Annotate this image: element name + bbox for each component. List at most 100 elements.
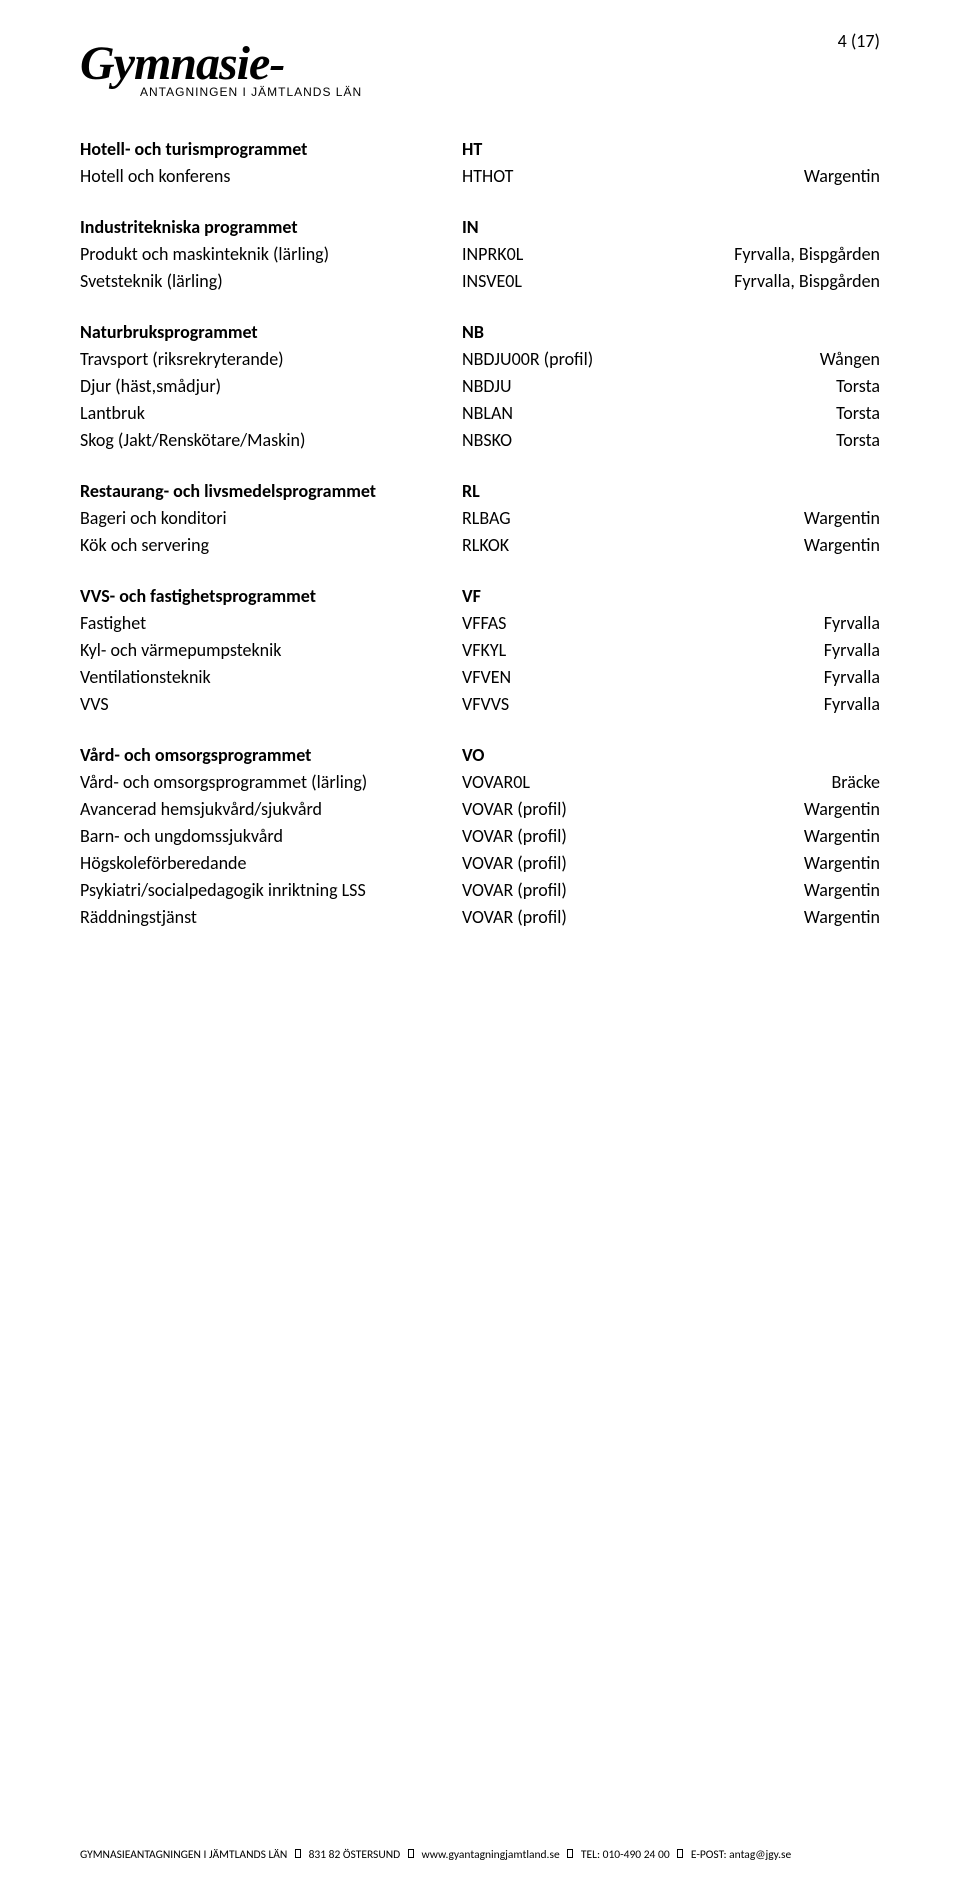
program-header-row: Vård- och omsorgsprogrammetVO: [80, 742, 880, 769]
program-code: NB: [462, 319, 632, 346]
program-code: RL: [462, 478, 632, 505]
program-name: VVS- och fastighetsprogrammet: [80, 583, 462, 610]
row-location: Wargentin: [632, 796, 880, 823]
footer: GYMNASIEANTAGNINGEN I JÄMTLANDS LÄN 831 …: [80, 1848, 880, 1862]
row-location: Bräcke: [632, 769, 880, 796]
page: 4 (17) Gymnasie- ANTAGNINGEN I JÄMTLANDS…: [0, 0, 960, 1892]
program-section: Hotell- och turismprogrammetHTHotell och…: [80, 136, 880, 190]
program-header-row: Hotell- och turismprogrammetHT: [80, 136, 880, 163]
row-location: Torsta: [632, 427, 880, 454]
program-location: [632, 136, 880, 163]
row-code: VOVAR (profil): [462, 904, 632, 931]
program-section: NaturbruksprogrammetNBTravsport (riksrek…: [80, 319, 880, 454]
program-code: HT: [462, 136, 632, 163]
row-location: Wargentin: [632, 850, 880, 877]
program-section: Industritekniska programmetINProdukt och…: [80, 214, 880, 295]
program-code: VO: [462, 742, 632, 769]
row-location: Wargentin: [632, 163, 880, 190]
row-name: Produkt och maskinteknik (lärling): [80, 241, 462, 268]
program-header-row: NaturbruksprogrammetNB: [80, 319, 880, 346]
row-name: Räddningstjänst: [80, 904, 462, 931]
row-name: Lantbruk: [80, 400, 462, 427]
program-location: [632, 478, 880, 505]
row-name: Bageri och konditori: [80, 505, 462, 532]
program-row: HögskoleförberedandeVOVAR (profil)Wargen…: [80, 850, 880, 877]
row-name: Avancerad hemsjukvård/sjukvård: [80, 796, 462, 823]
program-row: Djur (häst,smådjur)NBDJUTorsta: [80, 373, 880, 400]
row-name: Hotell och konferens: [80, 163, 462, 190]
row-location: Fyrvalla: [632, 610, 880, 637]
row-code: VFKYL: [462, 637, 632, 664]
row-code: VOVAR0L: [462, 769, 632, 796]
row-name: Högskoleförberedande: [80, 850, 462, 877]
row-name: Vård- och omsorgsprogrammet (lärling): [80, 769, 462, 796]
row-location: Wargentin: [632, 823, 880, 850]
row-location: Torsta: [632, 400, 880, 427]
program-row: Barn- och ungdomssjukvårdVOVAR (profil)W…: [80, 823, 880, 850]
row-location: Torsta: [632, 373, 880, 400]
row-code: INPRK0L: [462, 241, 632, 268]
row-location: Fyrvalla, Bispgården: [632, 241, 880, 268]
program-row: LantbrukNBLANTorsta: [80, 400, 880, 427]
program-row: Avancerad hemsjukvård/sjukvårdVOVAR (pro…: [80, 796, 880, 823]
program-name: Restaurang- och livsmedelsprogrammet: [80, 478, 462, 505]
row-code: VFVVS: [462, 691, 632, 718]
row-location: Fyrvalla: [632, 664, 880, 691]
row-name: Ventilationsteknik: [80, 664, 462, 691]
row-location: Fyrvalla: [632, 691, 880, 718]
program-location: [632, 214, 880, 241]
separator-icon: [295, 1849, 301, 1858]
row-code: VOVAR (profil): [462, 796, 632, 823]
row-name: VVS: [80, 691, 462, 718]
row-code: RLBAG: [462, 505, 632, 532]
program-code: IN: [462, 214, 632, 241]
program-row: FastighetVFFASFyrvalla: [80, 610, 880, 637]
content-sections: Hotell- och turismprogrammetHTHotell och…: [80, 136, 880, 931]
row-code: HTHOT: [462, 163, 632, 190]
row-location: Wargentin: [632, 505, 880, 532]
program-section: VVS- och fastighetsprogrammetVFFastighet…: [80, 583, 880, 718]
program-row: Vård- och omsorgsprogrammet (lärling)VOV…: [80, 769, 880, 796]
program-row: Svetsteknik (lärling)INSVE0LFyrvalla, Bi…: [80, 268, 880, 295]
program-name: Vård- och omsorgsprogrammet: [80, 742, 462, 769]
program-row: Produkt och maskinteknik (lärling)INPRK0…: [80, 241, 880, 268]
row-location: Wargentin: [632, 532, 880, 559]
row-code: INSVE0L: [462, 268, 632, 295]
row-location: Fyrvalla, Bispgården: [632, 268, 880, 295]
row-location: Wargentin: [632, 877, 880, 904]
row-code: VFFAS: [462, 610, 632, 637]
row-name: Kyl- och värmepumpsteknik: [80, 637, 462, 664]
program-name: Industritekniska programmet: [80, 214, 462, 241]
program-row: Bageri och konditoriRLBAGWargentin: [80, 505, 880, 532]
row-location: Fyrvalla: [632, 637, 880, 664]
row-name: Fastighet: [80, 610, 462, 637]
separator-icon: [677, 1849, 683, 1858]
program-name: Naturbruksprogrammet: [80, 319, 462, 346]
row-code: VOVAR (profil): [462, 877, 632, 904]
program-row: Hotell och konferensHTHOTWargentin: [80, 163, 880, 190]
program-row: Skog (Jakt/Renskötare/Maskin)NBSKOTorsta: [80, 427, 880, 454]
separator-icon: [567, 1849, 573, 1858]
footer-org: GYMNASIEANTAGNINGEN I JÄMTLANDS LÄN: [80, 1848, 287, 1862]
row-name: Skog (Jakt/Renskötare/Maskin): [80, 427, 462, 454]
row-name: Kök och servering: [80, 532, 462, 559]
footer-url: www.gyantagningjamtland.se: [421, 1848, 559, 1862]
row-name: Psykiatri/socialpedagogik inriktning LSS: [80, 877, 462, 904]
program-section: Restaurang- och livsmedelsprogrammetRLBa…: [80, 478, 880, 559]
footer-email: E-POST: antag@jgy.se: [691, 1848, 791, 1862]
program-location: [632, 742, 880, 769]
program-code: VF: [462, 583, 632, 610]
program-header-row: Industritekniska programmetIN: [80, 214, 880, 241]
logo: Gymnasie- ANTAGNINGEN I JÄMTLANDS LÄN: [80, 40, 880, 98]
program-location: [632, 583, 880, 610]
row-name: Djur (häst,smådjur): [80, 373, 462, 400]
row-name: Travsport (riksrekryterande): [80, 346, 462, 373]
logo-subtitle: ANTAGNINGEN I JÄMTLANDS LÄN: [80, 86, 880, 98]
program-location: [632, 319, 880, 346]
program-row: Kök och serveringRLKOKWargentin: [80, 532, 880, 559]
row-code: VOVAR (profil): [462, 823, 632, 850]
row-name: Svetsteknik (lärling): [80, 268, 462, 295]
row-code: VOVAR (profil): [462, 850, 632, 877]
row-name: Barn- och ungdomssjukvård: [80, 823, 462, 850]
row-code: NBDJU00R (profil): [462, 346, 632, 373]
